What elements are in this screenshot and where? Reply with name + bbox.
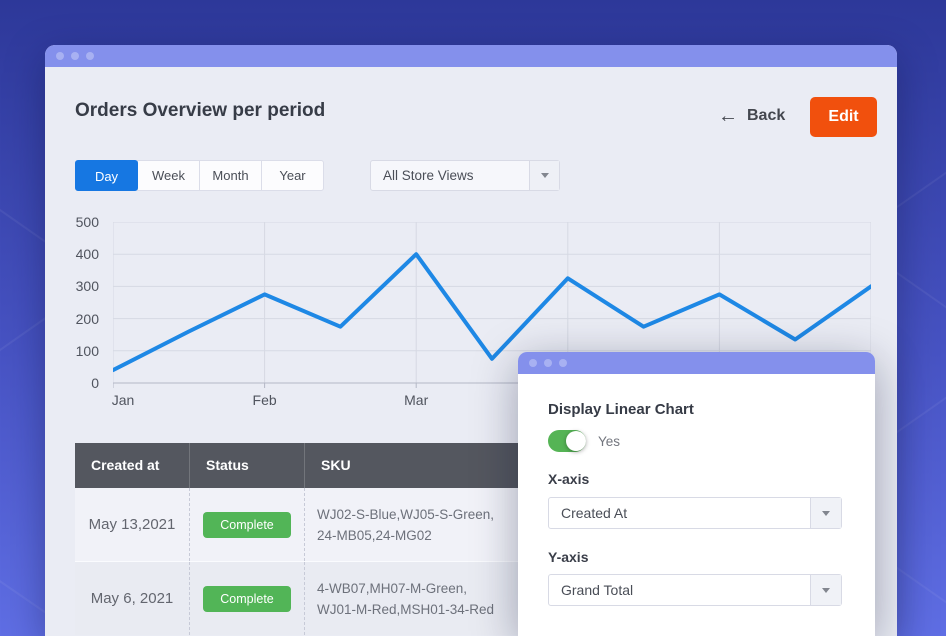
x-tick-label: Feb [252,392,277,408]
y-tick-label: 400 [75,246,99,263]
back-link[interactable]: ← Back [718,106,785,126]
created-at-cell: May 13,2021 [75,488,190,561]
created-at-cell: May 6, 2021 [75,562,190,635]
y-axis-select-value: Grand Total [561,582,634,598]
store-views-value: All Store Views [383,168,474,183]
period-tab-year[interactable]: Year [261,160,324,191]
column-header-status: Status [190,443,305,488]
panel-title: Display Linear Chart [548,401,694,418]
chart-y-axis-ticks: 0 100 200 300 400 500 [59,214,99,392]
y-tick-label: 200 [75,310,99,327]
chart-settings-panel: Display Linear Chart Yes X-axis Created … [518,352,875,636]
panel-titlebar [518,352,875,374]
select-arrow-box [810,498,841,528]
linear-chart-toggle[interactable] [548,430,586,452]
chevron-down-icon [540,173,549,178]
edit-button[interactable]: Edit [810,97,877,137]
period-tab-month[interactable]: Month [199,160,262,191]
status-badge: Complete [203,511,291,538]
chevron-down-icon [822,587,830,593]
status-badge: Complete [203,585,291,612]
y-tick-label: 500 [75,214,99,230]
y-axis-label: Y-axis [548,549,589,565]
status-cell: Complete [190,562,305,635]
window-dot-icon [559,359,567,367]
column-header-created-at: Created at [75,443,190,488]
page-title: Orders Overview per period [75,100,326,121]
panel-dots [529,359,567,367]
status-cell: Complete [190,488,305,561]
window-dot-icon [529,359,537,367]
column-header-sku: SKU [321,457,351,473]
select-arrow-box [529,161,559,190]
window-dot-icon [544,359,552,367]
sku-cell: WJ02-S-Blue,WJ05-S-Green, 24-MB05,24-MG0… [317,506,495,543]
window-titlebar [45,45,897,67]
x-tick-label: Mar [404,392,429,408]
x-axis-select[interactable]: Created At [548,497,842,529]
chart-x-axis-labels: Jan Feb Mar [111,392,871,412]
y-tick-label: 300 [75,278,99,295]
chevron-down-icon [822,510,830,516]
x-axis-select-value: Created At [561,505,628,521]
window-dot-icon [86,52,94,60]
y-tick-label: 100 [75,342,99,359]
toggle-label: Yes [598,434,621,449]
x-axis-label: X-axis [548,471,590,487]
y-axis-select[interactable]: Grand Total [548,574,842,606]
window-dot-icon [56,52,64,60]
store-views-select[interactable]: All Store Views [370,160,560,191]
back-label: Back [747,107,786,124]
select-arrow-box [810,575,841,605]
period-tab-day[interactable]: Day [75,160,138,191]
window-dots [56,52,94,60]
sku-cell: 4-WB07,MH07-M-Green, WJ01-M-Red,MSH01-34… [317,580,495,617]
back-arrow-icon: ← [718,105,738,127]
window-dot-icon [71,52,79,60]
toggle-knob-icon [566,431,586,451]
period-tab-week[interactable]: Week [137,160,200,191]
y-tick-label: 0 [91,375,99,391]
period-tabs: Day Week Month Year [75,160,324,191]
x-tick-label: Jan [111,392,135,408]
